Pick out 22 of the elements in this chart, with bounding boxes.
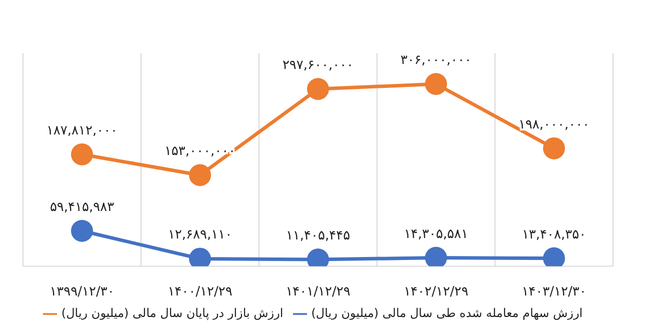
point — [71, 220, 93, 242]
data-label: ۱۳,۴۰۸,۳۵۰ — [522, 227, 586, 242]
x-tick-label: ۱۴۰۲/۱۲/۲۹ — [404, 284, 468, 300]
data-label: ۱۲,۶۸۹,۱۱۰ — [168, 228, 232, 243]
data-label: ۱۹۸,۰۰۰,۰۰۰ — [518, 117, 590, 132]
data-label: ۵۹,۴۱۵,۹۸۳ — [50, 200, 114, 215]
point — [71, 143, 93, 166]
x-tick-label: ۱۴۰۳/۱۲/۳۰ — [522, 284, 586, 300]
x-tick-label: ۱۳۹۹/۱۲/۳۰ — [50, 284, 114, 300]
x-tick-label: ۱۴۰۰/۱۲/۲۹ — [168, 284, 232, 300]
point — [425, 72, 447, 95]
data-label: ۲۹۷,۶۰۰,۰۰۰ — [282, 58, 354, 73]
point — [189, 164, 211, 186]
legend-label: ارزش سهام معامله شده طی سال مالی (میلیون ریال) — [311, 306, 583, 320]
data-label: ۳۰۶,۰۰۰,۰۰۰ — [400, 52, 472, 68]
data-label: ۱۱,۴۰۵,۴۴۵ — [286, 228, 350, 244]
point — [307, 78, 329, 100]
x-tick-label: ۱۴۰۱/۱۲/۲۹ — [286, 284, 350, 300]
legend-label: ارزش بازار در پایان سال مالی (میلیون ریال) — [61, 306, 284, 320]
point — [543, 137, 565, 160]
data-label: ۱۴,۳۰۵,۵۸۱ — [404, 226, 468, 242]
data-label: ۱۸۷,۸۱۲,۰۰۰ — [46, 123, 118, 138]
